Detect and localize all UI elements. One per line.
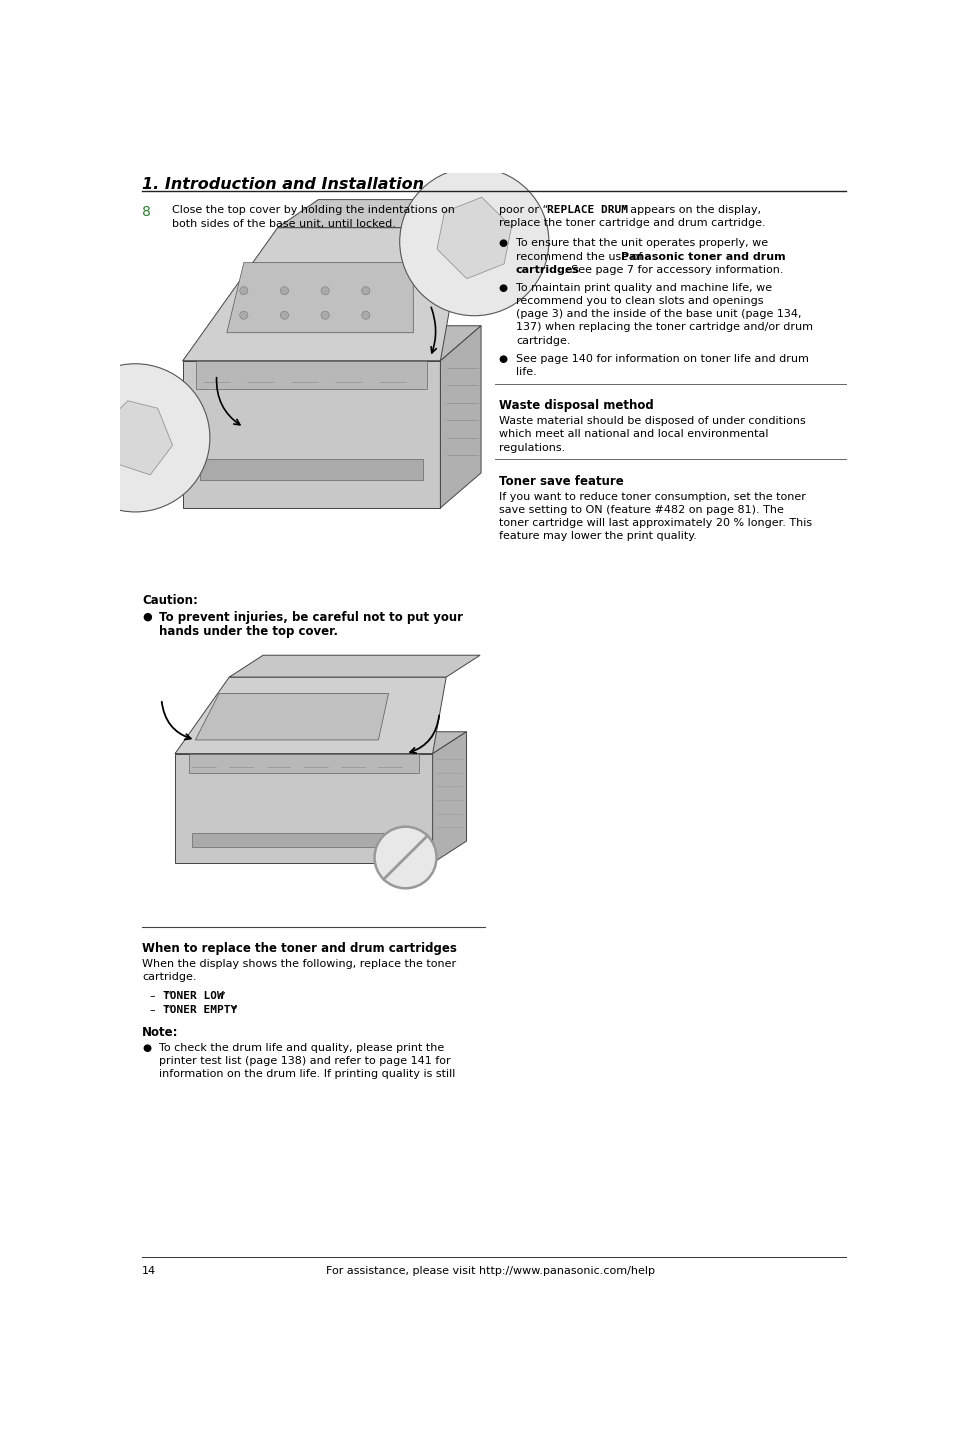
Polygon shape xyxy=(175,678,446,754)
Text: feature may lower the print quality.: feature may lower the print quality. xyxy=(499,531,697,541)
Polygon shape xyxy=(437,198,512,278)
Text: . See page 7 for accessory information.: . See page 7 for accessory information. xyxy=(564,265,784,274)
Text: To maintain print quality and machine life, we: To maintain print quality and machine li… xyxy=(516,283,772,293)
Circle shape xyxy=(280,287,288,294)
Text: ●: ● xyxy=(499,238,508,248)
Text: Toner save feature: Toner save feature xyxy=(499,474,624,487)
Text: 137) when replacing the toner cartridge and/or drum: 137) when replacing the toner cartridge … xyxy=(516,323,812,333)
Circle shape xyxy=(280,311,288,319)
Polygon shape xyxy=(183,228,464,360)
Text: –   “: – “ xyxy=(150,1005,172,1015)
Text: ”: ” xyxy=(232,1005,237,1015)
Text: ”: ” xyxy=(219,991,225,1001)
Text: To check the drum life and quality, please print the: To check the drum life and quality, plea… xyxy=(159,1043,444,1053)
Text: cartridges: cartridges xyxy=(516,265,580,274)
Text: which meet all national and local environmental: which meet all national and local enviro… xyxy=(499,430,768,440)
Text: To ensure that the unit operates properly, we: To ensure that the unit operates properl… xyxy=(516,238,768,248)
Circle shape xyxy=(400,167,549,316)
Text: toner cartridge will last approximately 20 % longer. This: toner cartridge will last approximately … xyxy=(499,518,812,528)
Circle shape xyxy=(362,287,370,294)
Circle shape xyxy=(321,287,329,294)
Text: ” appears on the display,: ” appears on the display, xyxy=(620,205,761,215)
FancyBboxPatch shape xyxy=(183,360,440,508)
Text: Waste material should be disposed of under conditions: Waste material should be disposed of und… xyxy=(499,417,806,427)
Text: Waste disposal method: Waste disposal method xyxy=(499,399,654,412)
Polygon shape xyxy=(175,731,466,754)
Text: 14: 14 xyxy=(142,1266,156,1276)
Text: ●: ● xyxy=(142,611,152,622)
Text: ●: ● xyxy=(499,283,508,293)
Text: When to replace the toner and drum cartridges: When to replace the toner and drum cartr… xyxy=(142,942,457,955)
Text: printer test list (page 138) and refer to page 141 for: printer test list (page 138) and refer t… xyxy=(159,1056,451,1066)
Polygon shape xyxy=(433,731,466,862)
Text: regulations.: regulations. xyxy=(499,443,566,453)
Text: hands under the top cover.: hands under the top cover. xyxy=(159,626,338,639)
Text: poor or “: poor or “ xyxy=(499,205,548,215)
Circle shape xyxy=(60,363,210,512)
Polygon shape xyxy=(189,754,419,773)
Circle shape xyxy=(239,287,248,294)
Text: See page 140 for information on toner life and drum: See page 140 for information on toner li… xyxy=(516,353,809,363)
Text: 8: 8 xyxy=(142,205,151,219)
Text: TONER EMPTY: TONER EMPTY xyxy=(163,1005,237,1015)
Text: cartridge.: cartridge. xyxy=(516,336,570,346)
FancyBboxPatch shape xyxy=(175,754,433,862)
Text: replace the toner cartridge and drum cartridge.: replace the toner cartridge and drum car… xyxy=(499,219,766,228)
Text: If you want to reduce toner consumption, set the toner: If you want to reduce toner consumption,… xyxy=(499,492,806,502)
FancyBboxPatch shape xyxy=(192,833,415,846)
Polygon shape xyxy=(98,401,172,474)
Text: TONER LOW: TONER LOW xyxy=(163,991,224,1001)
Text: save setting to ON (feature #482 on page 81). The: save setting to ON (feature #482 on page… xyxy=(499,505,784,515)
Text: information on the drum life. If printing quality is still: information on the drum life. If printin… xyxy=(159,1070,456,1079)
Text: Close the top cover by holding the indentations on: Close the top cover by holding the inden… xyxy=(171,205,455,215)
Text: recommend you to clean slots and openings: recommend you to clean slots and opening… xyxy=(516,296,764,306)
FancyBboxPatch shape xyxy=(200,459,423,480)
Polygon shape xyxy=(183,326,481,360)
Text: recommend the use of: recommend the use of xyxy=(516,251,646,261)
Polygon shape xyxy=(278,199,504,228)
Polygon shape xyxy=(195,694,389,740)
Text: To prevent injuries, be careful not to put your: To prevent injuries, be careful not to p… xyxy=(159,611,463,624)
Text: ●: ● xyxy=(142,1043,151,1053)
Text: Note:: Note: xyxy=(142,1027,179,1040)
Text: both sides of the base unit, until locked.: both sides of the base unit, until locke… xyxy=(171,219,395,229)
Circle shape xyxy=(362,311,370,319)
Text: life.: life. xyxy=(516,368,537,376)
Polygon shape xyxy=(230,655,480,678)
Text: ●: ● xyxy=(499,353,508,363)
Polygon shape xyxy=(227,262,413,333)
Polygon shape xyxy=(196,360,427,389)
Text: Panasonic toner and drum: Panasonic toner and drum xyxy=(621,251,786,261)
Text: When the display shows the following, replace the toner: When the display shows the following, re… xyxy=(142,959,456,969)
Text: –   “: – “ xyxy=(150,991,172,1001)
Text: Caution:: Caution: xyxy=(142,594,198,607)
Polygon shape xyxy=(440,326,481,508)
Text: cartridge.: cartridge. xyxy=(142,972,196,982)
Circle shape xyxy=(321,311,329,319)
Text: (page 3) and the inside of the base unit (page 134,: (page 3) and the inside of the base unit… xyxy=(516,310,801,319)
Text: 1. Introduction and Installation: 1. Introduction and Installation xyxy=(142,177,424,192)
Text: For assistance, please visit http://www.panasonic.com/help: For assistance, please visit http://www.… xyxy=(326,1266,655,1276)
Circle shape xyxy=(239,311,248,319)
Circle shape xyxy=(374,826,436,888)
Text: REPLACE DRUM: REPLACE DRUM xyxy=(547,205,628,215)
